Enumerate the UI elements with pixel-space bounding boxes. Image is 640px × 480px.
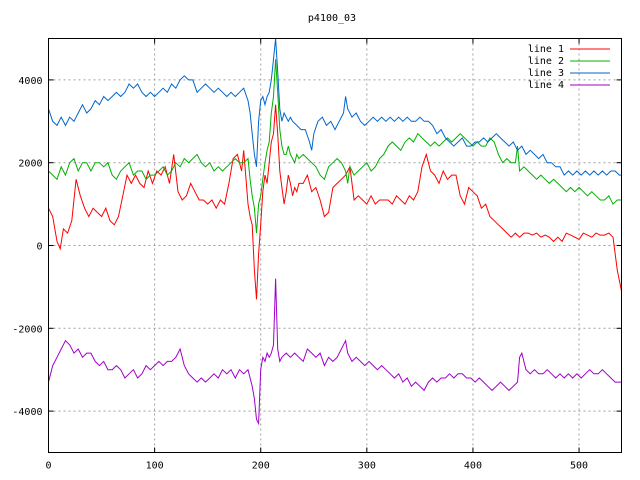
x-axis: 0 100 200 300 400 500	[45, 38, 588, 472]
x-tick-label: 0	[45, 461, 51, 472]
grid	[48, 38, 622, 453]
legend-label: line 4	[528, 80, 564, 91]
x-tick-label: 100	[146, 461, 164, 472]
y-tick-label: 2000	[18, 159, 42, 170]
legend-label: line 1	[528, 44, 564, 55]
x-tick-label: 200	[252, 461, 270, 472]
y-axis: -4000 -2000 0 2000 4000	[12, 76, 622, 418]
series-line-3	[48, 38, 622, 176]
series-line-4	[48, 278, 622, 426]
x-tick-label: 300	[358, 461, 376, 472]
y-tick-label: -2000	[12, 324, 42, 335]
legend-label: line 2	[528, 56, 564, 67]
series-lines	[48, 38, 622, 426]
chart-title: p4100_03	[308, 13, 356, 24]
series-line-1	[48, 104, 622, 300]
y-tick-label: 4000	[18, 76, 42, 87]
legend-label: line 3	[528, 68, 564, 79]
x-tick-label: 500	[570, 461, 588, 472]
y-tick-label: 0	[36, 242, 42, 253]
y-tick-label: -4000	[12, 407, 42, 418]
x-tick-label: 400	[464, 461, 482, 472]
plot-frame	[48, 38, 622, 453]
